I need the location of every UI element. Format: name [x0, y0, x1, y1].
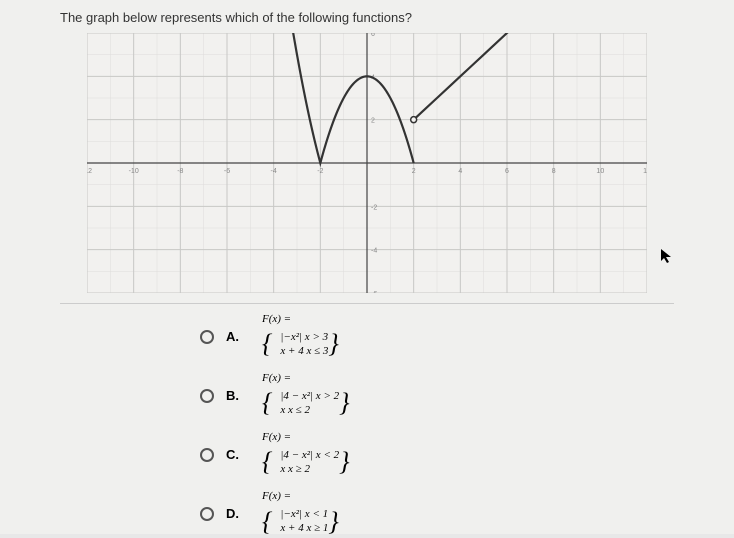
brace-icon: } [328, 327, 338, 361]
svg-text:-2: -2 [371, 204, 377, 211]
brace-icon: { [262, 505, 272, 538]
option-c-letter: C. [226, 447, 244, 462]
option-d[interactable]: D. F(x) = { |−x²| x < 1 x + 4 x ≥ 1 } [200, 489, 674, 538]
brace-icon: } [328, 505, 338, 538]
svg-text:-6: -6 [371, 291, 377, 293]
svg-text:-8: -8 [177, 168, 183, 175]
brace-icon: { [262, 327, 272, 361]
option-c-formula: F(x) = { |4 − x²| x < 2 x x ≥ 2 } [262, 430, 352, 479]
radio-b[interactable] [200, 389, 214, 403]
svg-text:-6: -6 [224, 168, 230, 175]
option-c-line1: |4 − x²| x < 2 [274, 448, 339, 462]
option-b-letter: B. [226, 388, 244, 403]
radio-c[interactable] [200, 448, 214, 462]
fx-label: F(x) = [262, 430, 352, 444]
option-b[interactable]: B. F(x) = { |4 − x²| x > 2 x x ≤ 2 } [200, 371, 674, 420]
option-b-formula: F(x) = { |4 − x²| x > 2 x x ≤ 2 } [262, 371, 352, 420]
svg-text:6: 6 [505, 168, 509, 175]
svg-text:-4: -4 [271, 168, 277, 175]
option-a-line1: |−x²| x > 3 [274, 330, 328, 344]
radio-a[interactable] [200, 330, 214, 344]
brace-icon: { [262, 445, 272, 479]
svg-text:12: 12 [643, 168, 647, 175]
svg-text:2: 2 [371, 118, 375, 125]
option-a-letter: A. [226, 329, 244, 344]
svg-text:8: 8 [552, 168, 556, 175]
option-a-formula: F(x) = { |−x²| x > 3 x + 4 x ≤ 3 } [262, 312, 341, 361]
brace-icon: } [339, 445, 349, 479]
option-b-line2: x x ≤ 2 [274, 403, 339, 417]
svg-text:-10: -10 [129, 168, 139, 175]
svg-text:-4: -4 [371, 248, 377, 255]
page: The graph below represents which of the … [0, 0, 734, 534]
option-c[interactable]: C. F(x) = { |4 − x²| x < 2 x x ≥ 2 } [200, 430, 674, 479]
option-d-letter: D. [226, 506, 244, 521]
graph-panel: -12-10-8-6-4-224681012-6-4-2246 [87, 33, 647, 293]
option-d-formula: F(x) = { |−x²| x < 1 x + 4 x ≥ 1 } [262, 489, 341, 538]
fx-label: F(x) = [262, 312, 341, 326]
option-a[interactable]: A. F(x) = { |−x²| x > 3 x + 4 x ≤ 3 } [200, 312, 674, 361]
option-b-line1: |4 − x²| x > 2 [274, 389, 339, 403]
svg-text:-12: -12 [87, 168, 92, 175]
svg-text:-2: -2 [317, 168, 323, 175]
svg-text:6: 6 [371, 33, 375, 38]
question-text: The graph below represents which of the … [60, 10, 674, 25]
divider [60, 303, 674, 304]
svg-text:2: 2 [412, 168, 416, 175]
svg-text:4: 4 [458, 168, 462, 175]
radio-d[interactable] [200, 507, 214, 521]
fx-label: F(x) = [262, 371, 352, 385]
options-group: A. F(x) = { |−x²| x > 3 x + 4 x ≤ 3 } B.… [200, 312, 674, 538]
cursor-icon [660, 248, 674, 267]
svg-text:10: 10 [596, 168, 604, 175]
option-a-line2: x + 4 x ≤ 3 [274, 344, 328, 358]
brace-icon: } [339, 386, 349, 420]
brace-icon: { [262, 386, 272, 420]
function-graph: -12-10-8-6-4-224681012-6-4-2246 [87, 33, 647, 293]
fx-label: F(x) = [262, 489, 341, 503]
option-d-line1: |−x²| x < 1 [274, 507, 328, 521]
option-c-line2: x x ≥ 2 [274, 462, 339, 476]
